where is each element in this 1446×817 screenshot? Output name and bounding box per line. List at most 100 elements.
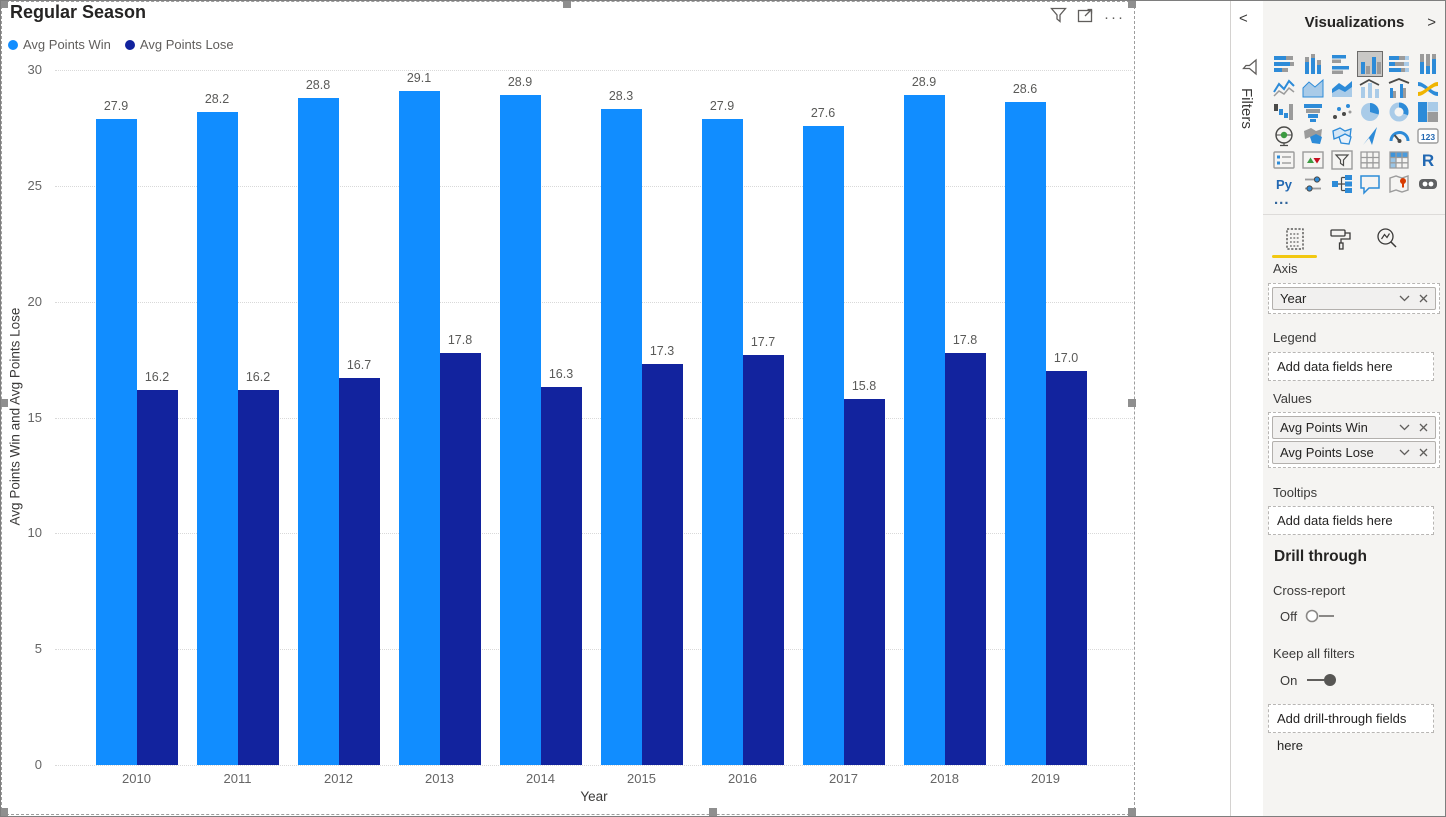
bar-avg-points-win[interactable] — [95, 118, 137, 765]
decomposition-tree-icon[interactable] — [1330, 172, 1354, 196]
remove-field-icon[interactable] — [1419, 294, 1428, 303]
azure-map-icon[interactable] — [1358, 124, 1382, 148]
remove-field-icon[interactable] — [1419, 423, 1428, 432]
tab-analytics[interactable] — [1374, 226, 1400, 252]
stacked-area-chart-icon[interactable] — [1330, 76, 1354, 100]
tab-format[interactable] — [1328, 226, 1354, 252]
more-options-icon[interactable]: ··· — [1104, 8, 1125, 26]
scatter-chart-icon[interactable] — [1330, 100, 1354, 124]
filter-icon[interactable] — [1050, 7, 1067, 28]
stacked-bar-chart-icon[interactable] — [1272, 52, 1296, 76]
legend-item[interactable]: Avg Points Lose — [124, 37, 234, 52]
collapse-pane-chevron[interactable]: < — [1239, 10, 1248, 27]
bar-avg-points-win[interactable] — [600, 109, 642, 765]
r-script-icon[interactable]: R — [1416, 148, 1440, 172]
bar-avg-points-win[interactable] — [1004, 102, 1046, 765]
filters-pane-collapsed[interactable]: < Filters — [1230, 0, 1263, 817]
card-icon[interactable]: 123 — [1416, 124, 1440, 148]
clustered-column-chart-icon[interactable] — [1357, 51, 1384, 77]
goggles-icon[interactable] — [1416, 172, 1440, 196]
bar-avg-points-lose[interactable] — [843, 398, 885, 765]
gridline — [55, 765, 1133, 766]
focus-mode-icon[interactable] — [1077, 7, 1094, 28]
axis-field-well[interactable]: Year — [1268, 283, 1440, 314]
bar-avg-points-win[interactable] — [903, 95, 945, 765]
funnel-chart-icon[interactable] — [1301, 100, 1325, 124]
bar-avg-points-lose[interactable] — [338, 378, 380, 765]
bar-avg-points-lose[interactable] — [944, 352, 986, 765]
more-visuals-icon[interactable]: ... — [1274, 191, 1290, 208]
bar-avg-points-win[interactable] — [398, 90, 440, 765]
legend-field-well[interactable]: Add data fields here — [1268, 352, 1434, 381]
arcgis-map-icon[interactable] — [1387, 172, 1411, 196]
bar-avg-points-lose[interactable] — [742, 354, 784, 765]
legend-item[interactable]: Avg Points Win — [8, 37, 111, 52]
treemap-icon[interactable] — [1416, 100, 1440, 124]
field-pill-avg-points-win[interactable]: Avg Points Win — [1272, 416, 1436, 439]
waterfall-chart-icon[interactable] — [1272, 100, 1296, 124]
visualizations-pane-title: Visualizations — [1304, 14, 1405, 31]
stacked-column-chart-icon[interactable] — [1301, 52, 1325, 76]
key-influencers-icon[interactable] — [1301, 172, 1325, 196]
selection-handle[interactable] — [709, 808, 717, 816]
map-icon[interactable] — [1272, 124, 1296, 148]
bar-avg-points-win[interactable] — [499, 95, 541, 765]
visual-container[interactable]: Regular Season ··· Avg Points Win Avg Po… — [0, 0, 1136, 816]
clustered-bar-chart-icon[interactable] — [1330, 52, 1354, 76]
multi-row-card-icon[interactable] — [1272, 148, 1296, 172]
chevron-down-icon[interactable] — [1399, 295, 1410, 302]
table-icon[interactable] — [1358, 148, 1382, 172]
bar-avg-points-win[interactable] — [297, 97, 339, 765]
selection-handle[interactable] — [1128, 0, 1136, 8]
line-stacked-column-chart-icon[interactable] — [1358, 76, 1382, 100]
bar-avg-points-lose[interactable] — [540, 387, 582, 765]
selection-handle[interactable] — [563, 0, 571, 8]
donut-chart-icon[interactable] — [1387, 100, 1411, 124]
matrix-icon[interactable] — [1387, 148, 1411, 172]
visualizations-pane: Visualizations > 123 R Py ... Axis Year Le… — [1263, 0, 1446, 817]
y-axis-tick: 15 — [27, 409, 42, 425]
tab-fields[interactable] — [1282, 226, 1308, 252]
selection-handle[interactable] — [0, 808, 8, 816]
filters-funnel-icon — [1236, 58, 1258, 76]
selection-handle[interactable] — [0, 0, 8, 8]
selection-handle[interactable] — [1128, 808, 1136, 816]
keep-all-filters-toggle[interactable] — [1303, 672, 1341, 688]
hundred-stacked-column-chart-icon[interactable] — [1416, 52, 1440, 76]
data-label: 28.8 — [305, 77, 331, 92]
shape-map-icon[interactable] — [1330, 124, 1354, 148]
bar-avg-points-lose[interactable] — [136, 389, 178, 765]
drill-through-field-well[interactable]: Add drill-through fields here — [1268, 704, 1434, 753]
kpi-icon[interactable] — [1301, 148, 1325, 172]
slicer-icon[interactable] — [1330, 148, 1354, 172]
bar-avg-points-lose[interactable] — [237, 389, 279, 765]
bar-avg-points-lose[interactable] — [439, 352, 481, 765]
field-pill-year[interactable]: Year — [1272, 287, 1436, 310]
chevron-down-icon[interactable] — [1399, 424, 1410, 431]
values-field-well[interactable]: Avg Points Win Avg Points Lose — [1268, 412, 1440, 468]
filled-map-icon[interactable] — [1301, 124, 1325, 148]
pie-chart-icon[interactable] — [1358, 100, 1382, 124]
bar-avg-points-lose[interactable] — [641, 364, 683, 765]
expand-pane-chevron[interactable]: > — [1427, 14, 1436, 31]
gauge-icon[interactable] — [1387, 124, 1411, 148]
tooltips-field-well[interactable]: Add data fields here — [1268, 506, 1434, 535]
bar-avg-points-win[interactable] — [196, 111, 238, 765]
line-chart-icon[interactable] — [1272, 76, 1296, 100]
hundred-stacked-bar-chart-icon[interactable] — [1387, 52, 1411, 76]
data-label: 27.9 — [709, 98, 735, 113]
selection-handle[interactable] — [1128, 399, 1136, 407]
chevron-down-icon[interactable] — [1399, 449, 1410, 456]
area-chart-icon[interactable] — [1301, 76, 1325, 100]
selection-handle[interactable] — [0, 399, 8, 407]
ribbon-chart-icon[interactable] — [1416, 76, 1440, 100]
line-clustered-column-chart-icon[interactable] — [1387, 76, 1411, 100]
qa-icon[interactable] — [1358, 172, 1382, 196]
bar-avg-points-win[interactable] — [701, 118, 743, 765]
field-pill-avg-points-lose[interactable]: Avg Points Lose — [1272, 441, 1436, 464]
bar-avg-points-win[interactable] — [802, 125, 844, 765]
python-visual-icon[interactable]: Py — [1272, 172, 1296, 196]
remove-field-icon[interactable] — [1419, 448, 1428, 457]
cross-report-toggle[interactable] — [1303, 608, 1341, 624]
bar-avg-points-lose[interactable] — [1045, 371, 1087, 765]
